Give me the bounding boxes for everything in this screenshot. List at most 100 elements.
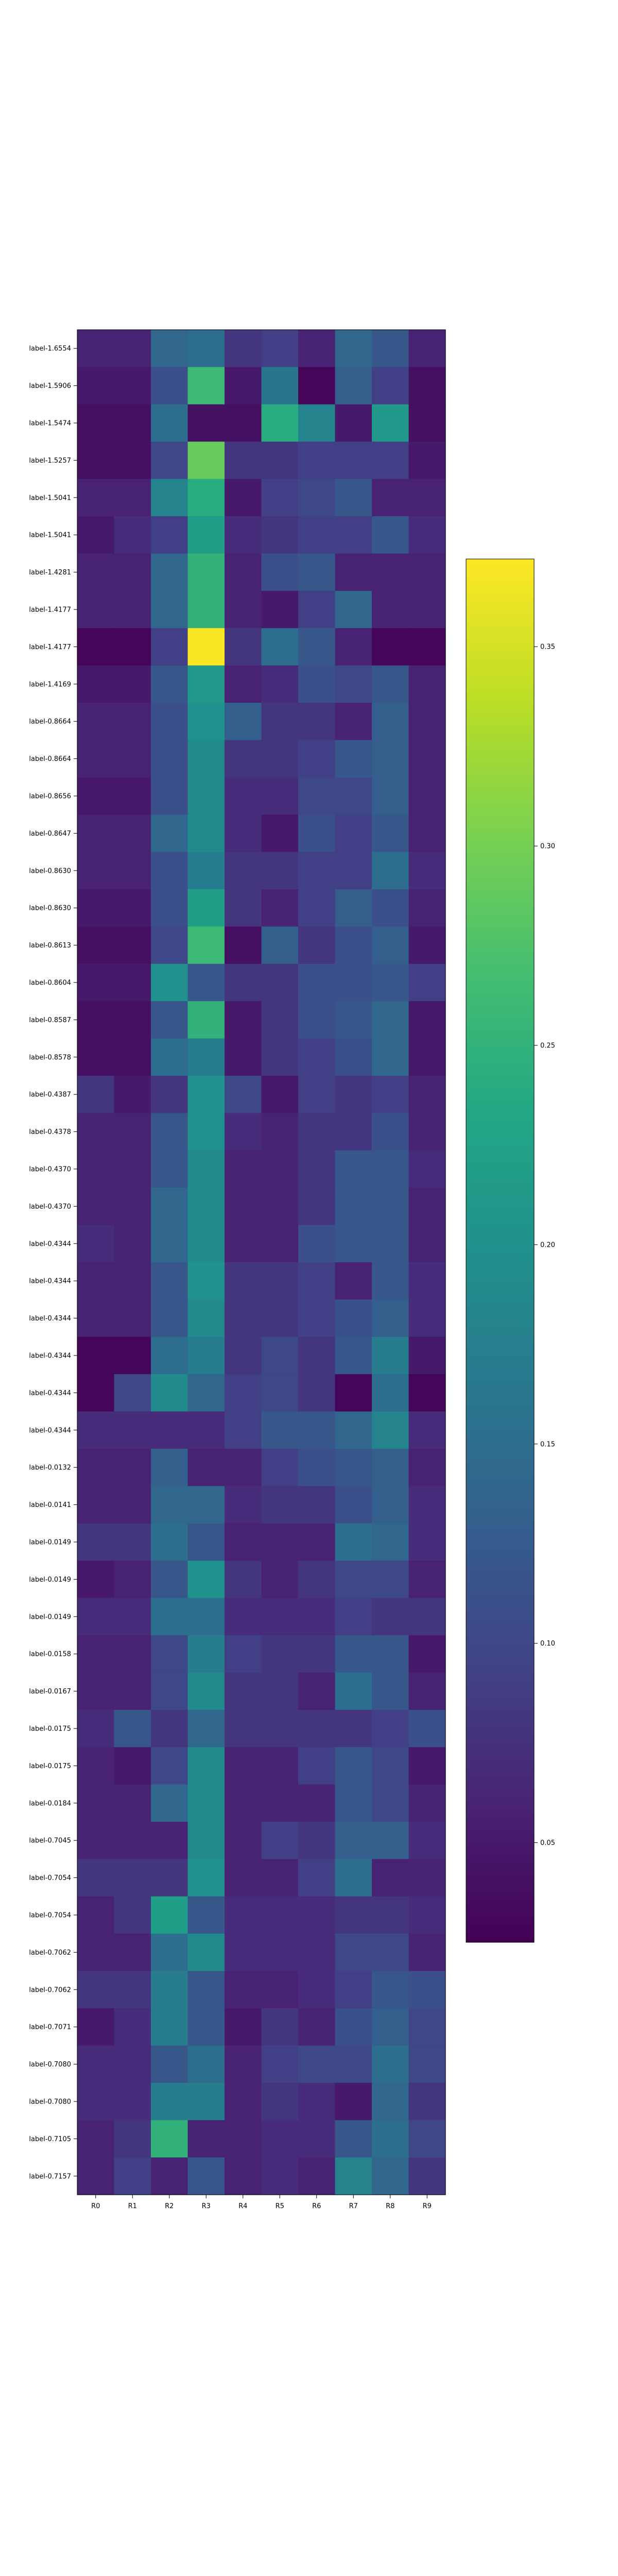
y-tick-label: label-0.4370: [29, 1166, 71, 1174]
heatmap-cell: [298, 852, 336, 890]
heatmap-cell: [335, 1971, 372, 2009]
heatmap-cell: [372, 1336, 409, 1375]
heatmap-cell: [261, 1523, 299, 1561]
heatmap-cell: [261, 2082, 299, 2121]
heatmap-cell: [77, 1934, 115, 1972]
heatmap-cell: [77, 852, 115, 890]
heatmap-cell: [77, 1784, 115, 1822]
x-tick-label: R9: [423, 2202, 432, 2210]
heatmap-cell: [225, 1150, 262, 1188]
heatmap-cell: [187, 2157, 225, 2195]
heatmap-cell: [225, 1598, 262, 1636]
heatmap-cell: [225, 1635, 262, 1673]
heatmap-cell: [187, 1038, 225, 1076]
heatmap-cell: [225, 1971, 262, 2009]
heatmap-cell: [151, 1971, 188, 2009]
heatmap-cell: [187, 1225, 225, 1263]
heatmap-cell: [77, 1299, 115, 1337]
heatmap-cell: [187, 1896, 225, 1934]
heatmap-cell: [187, 1561, 225, 1599]
heatmap-cell: [225, 1672, 262, 1710]
y-tick-label: label-0.4387: [29, 1091, 71, 1099]
heatmap-cell: [408, 1859, 446, 1897]
y-tick-label: label-0.0141: [29, 1501, 71, 1509]
heatmap-cell: [372, 2045, 409, 2083]
heatmap-cell: [335, 1038, 372, 1076]
heatmap-cell: [298, 926, 336, 964]
y-tick-label: label-0.0184: [29, 1800, 71, 1807]
heatmap-cell: [114, 2157, 151, 2195]
heatmap-cell: [114, 1672, 151, 1710]
heatmap-cell: [151, 703, 188, 740]
heatmap-cell: [298, 1225, 336, 1263]
heatmap-cell: [225, 926, 262, 964]
y-tick-label: label-0.7071: [29, 2024, 71, 2031]
heatmap-cell: [298, 1523, 336, 1561]
heatmap-cell: [372, 926, 409, 964]
heatmap-cell: [151, 2120, 188, 2158]
heatmap-cell: [408, 1598, 446, 1636]
heatmap-cell: [225, 1411, 262, 1449]
heatmap-cell: [114, 963, 151, 1002]
heatmap-cell: [261, 1188, 299, 1226]
heatmap-cell: [298, 1561, 336, 1599]
heatmap-cell: [372, 1672, 409, 1710]
y-tick-label: label-0.4344: [29, 1315, 71, 1323]
y-tick-label: label-0.4344: [29, 1389, 71, 1397]
heatmap-cell: [151, 2008, 188, 2046]
heatmap-cell: [335, 1859, 372, 1897]
heatmap-cell: [298, 1001, 336, 1039]
heatmap-cell: [372, 777, 409, 815]
heatmap-cell: [408, 1635, 446, 1673]
heatmap-cell: [114, 330, 151, 367]
heatmap-cell: [77, 553, 115, 591]
heatmap-cell: [151, 2082, 188, 2121]
heatmap-cell: [298, 1449, 336, 1486]
heatmap-cell: [151, 777, 188, 815]
heatmap-cell: [372, 479, 409, 517]
heatmap-cell: [335, 1896, 372, 1934]
heatmap-cell: [298, 2120, 336, 2158]
x-tick-label: R2: [165, 2202, 174, 2210]
heatmap-cell: [261, 1934, 299, 1972]
heatmap-cell: [261, 1859, 299, 1897]
heatmap-cell: [225, 1709, 262, 1748]
heatmap-cell: [298, 1486, 336, 1524]
heatmap-cell: [408, 1411, 446, 1449]
heatmap-cell: [261, 777, 299, 815]
heatmap-cell: [298, 330, 336, 367]
heatmap-cell: [225, 2045, 262, 2083]
heatmap-cell: [187, 1299, 225, 1337]
heatmap-cell: [114, 1299, 151, 1337]
heatmap-cell: [372, 1747, 409, 1785]
heatmap-cell: [261, 2120, 299, 2158]
heatmap-cell: [372, 1523, 409, 1561]
y-tick-label: label-0.7080: [29, 2061, 71, 2069]
heatmap-cell: [335, 442, 372, 480]
heatmap-cell: [372, 1225, 409, 1263]
heatmap-cell: [225, 703, 262, 740]
y-tick-label: label-1.4169: [29, 681, 71, 688]
heatmap-cell: [187, 1150, 225, 1188]
heatmap-cell: [114, 1336, 151, 1375]
heatmap-cell: [151, 740, 188, 778]
heatmap-cell: [298, 479, 336, 517]
heatmap-cell: [261, 1150, 299, 1188]
heatmap-cell: [151, 404, 188, 442]
heatmap-cell: [298, 2082, 336, 2121]
heatmap-cell: [298, 815, 336, 853]
heatmap-cell: [225, 1299, 262, 1337]
heatmap-cell: [298, 2008, 336, 2046]
heatmap-cell: [298, 740, 336, 778]
heatmap-cell: [114, 1635, 151, 1673]
heatmap-cell: [408, 1001, 446, 1039]
heatmap-cell: [335, 665, 372, 703]
heatmap-cell: [408, 367, 446, 405]
heatmap-cell: [225, 1113, 262, 1151]
heatmap-cell: [298, 516, 336, 554]
heatmap-cell: [114, 516, 151, 554]
heatmap-cell: [114, 1486, 151, 1524]
heatmap-cell: [261, 1747, 299, 1785]
heatmap-cell: [187, 777, 225, 815]
heatmap-cell: [372, 1411, 409, 1449]
